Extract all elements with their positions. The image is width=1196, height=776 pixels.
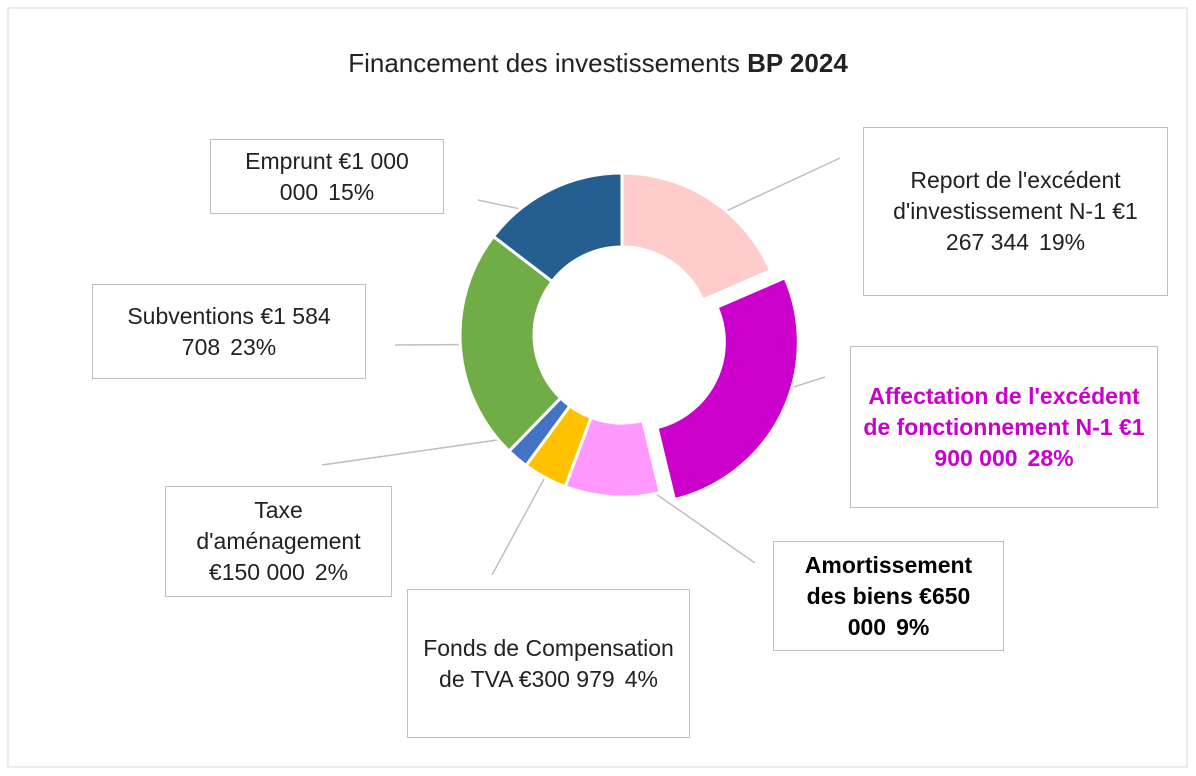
label-text: Amortissement des biens €650 000 9%	[784, 550, 993, 643]
label-text: Emprunt €1 000 000 15%	[221, 146, 433, 208]
percent-label: 2%	[314, 559, 349, 585]
value-label: €150 000	[208, 559, 305, 585]
percent-label: 15%	[328, 178, 375, 205]
data-label: Fonds de Compensation de TVA €300 979 4%	[407, 589, 690, 738]
percent-label: 4%	[624, 665, 658, 692]
data-label: Affectation de l'excédent de fonctionnem…	[850, 346, 1158, 508]
label-text: Fonds de Compensation de TVA €300 979 4%	[418, 633, 679, 695]
category-label: Taxe d'aménagement	[196, 497, 361, 554]
chart-title: Financement des investissements BP 2024	[0, 48, 1196, 79]
category-label: Fonds de Compensation de TVA	[423, 634, 674, 692]
value-label: €1 900 000	[934, 413, 1145, 471]
data-label: Report de l'excédent d'investissement N-…	[863, 127, 1168, 296]
label-text: Affectation de l'excédent de fonctionnem…	[861, 381, 1147, 474]
title-text: Financement des investissements	[348, 48, 740, 78]
value-label: €1 000 000	[279, 147, 409, 205]
category-label: Affectation de l'excédent de fonctionnem…	[863, 382, 1140, 440]
value-label: €300 979	[518, 665, 615, 692]
value-label: €1 584 708	[181, 302, 331, 360]
title-emphasis: BP 2024	[747, 48, 848, 78]
value-label: €650 000	[847, 582, 971, 640]
data-label: Emprunt €1 000 000 15%	[210, 139, 444, 214]
donut-slice	[655, 275, 800, 502]
percent-label: 28%	[1027, 444, 1074, 471]
data-label: Subventions €1 584 708 23%	[92, 284, 366, 379]
category-label: Report de l'excédent d'investissement N-…	[893, 167, 1121, 224]
donut-slice	[458, 234, 563, 454]
donut-slice	[620, 171, 773, 302]
category-label: Amortissement des biens	[804, 551, 973, 609]
donut-slice	[491, 171, 624, 284]
label-text: Report de l'excédent d'investissement N-…	[874, 165, 1157, 258]
label-text: Taxe d'aménagement €150 000 2%	[176, 495, 381, 588]
category-label: Emprunt	[245, 147, 333, 174]
percent-label: 23%	[230, 333, 277, 360]
data-label: Taxe d'aménagement €150 000 2%	[165, 486, 392, 597]
percent-label: 19%	[1039, 229, 1086, 255]
label-text: Subventions €1 584 708 23%	[103, 301, 355, 363]
category-label: Subventions	[127, 302, 254, 329]
value-label: €1 267 344	[945, 198, 1138, 255]
data-label: Amortissement des biens €650 000 9%	[773, 541, 1004, 651]
percent-label: 9%	[896, 613, 930, 640]
